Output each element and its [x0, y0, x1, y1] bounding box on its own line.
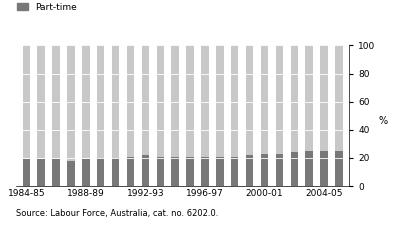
Bar: [231, 157, 239, 186]
Bar: [335, 151, 343, 186]
Bar: [67, 45, 75, 161]
Bar: [142, 155, 149, 186]
Bar: [261, 45, 268, 154]
Bar: [320, 151, 328, 186]
Bar: [291, 45, 298, 152]
Bar: [261, 154, 268, 186]
Bar: [23, 159, 30, 186]
Bar: [112, 158, 119, 186]
Bar: [246, 155, 253, 186]
Bar: [112, 45, 119, 158]
Bar: [156, 45, 164, 157]
Bar: [276, 45, 283, 154]
Bar: [97, 158, 104, 186]
Bar: [216, 157, 224, 186]
Bar: [305, 45, 313, 151]
Bar: [67, 161, 75, 186]
Bar: [37, 45, 45, 159]
Bar: [201, 45, 209, 157]
Bar: [142, 45, 149, 155]
Bar: [246, 45, 253, 155]
Bar: [186, 45, 194, 157]
Bar: [231, 45, 239, 157]
Bar: [127, 157, 134, 186]
Bar: [305, 151, 313, 186]
Legend: Full-time, Part-time: Full-time, Part-time: [17, 0, 77, 12]
Bar: [127, 45, 134, 157]
Bar: [216, 45, 224, 157]
Bar: [52, 45, 60, 159]
Bar: [172, 157, 179, 186]
Bar: [52, 159, 60, 186]
Bar: [82, 45, 90, 159]
Text: Source: Labour Force, Australia, cat. no. 6202.0.: Source: Labour Force, Australia, cat. no…: [16, 209, 218, 218]
Bar: [291, 152, 298, 186]
Bar: [276, 154, 283, 186]
Bar: [186, 157, 194, 186]
Y-axis label: %: %: [378, 116, 387, 126]
Bar: [37, 159, 45, 186]
Bar: [156, 157, 164, 186]
Bar: [97, 45, 104, 158]
Bar: [201, 157, 209, 186]
Bar: [82, 159, 90, 186]
Bar: [320, 45, 328, 151]
Bar: [335, 45, 343, 151]
Bar: [172, 45, 179, 157]
Bar: [23, 45, 30, 159]
